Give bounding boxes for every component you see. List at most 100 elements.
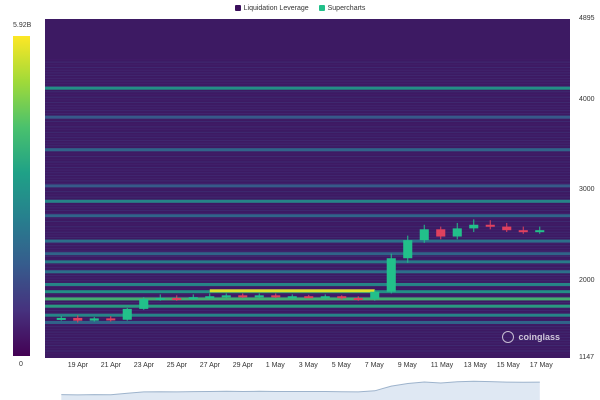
- heat-texture-line: [45, 204, 570, 206]
- heat-band: [45, 148, 570, 152]
- heat-texture-line: [45, 158, 570, 160]
- heat-band: [45, 282, 570, 286]
- heat-texture-line: [45, 223, 570, 225]
- legend-label-supercharts: Supercharts: [327, 4, 366, 12]
- candle-body: [172, 298, 182, 301]
- heat-band: [45, 304, 570, 308]
- heat-texture-line: [45, 126, 570, 128]
- heat-texture-line: [45, 234, 570, 236]
- candle-body: [155, 298, 165, 301]
- candle-body: [238, 295, 248, 298]
- candle-body: [403, 240, 413, 259]
- heat-texture-line: [45, 307, 570, 309]
- watermark-text: coinglass: [518, 332, 560, 342]
- heat-texture-line: [45, 245, 570, 247]
- candle-body: [502, 226, 512, 231]
- x-tick-label: 5 May: [331, 362, 351, 369]
- candle-body: [139, 298, 149, 309]
- heat-texture-line: [45, 59, 570, 60]
- candle-body: [205, 296, 215, 299]
- y-tick-label: 4000: [579, 95, 595, 103]
- heat-texture-line: [45, 110, 570, 112]
- heat-band: [45, 320, 570, 324]
- heat-texture-line: [45, 353, 570, 355]
- x-tick-label: 27 Apr: [199, 362, 220, 369]
- candle-body: [304, 296, 314, 299]
- watermark: coinglass: [502, 331, 560, 343]
- heat-texture-line: [45, 248, 570, 249]
- heat-texture-line: [45, 226, 570, 228]
- heat-texture-line: [45, 250, 570, 252]
- heat-texture-line: [45, 167, 570, 168]
- heat-texture-line: [45, 218, 570, 220]
- navigator-area: [61, 381, 540, 400]
- legend-swatch-liquidation-leverage: [234, 5, 241, 11]
- heat-band: [45, 214, 570, 218]
- candle-body: [337, 296, 347, 299]
- heat-texture-line: [45, 188, 570, 190]
- heatmap-plot-area: [45, 19, 570, 358]
- candle-body: [320, 296, 330, 299]
- heat-texture-line: [45, 129, 570, 130]
- heat-texture-line: [45, 277, 570, 279]
- candle-body: [106, 318, 116, 321]
- candle-body: [436, 229, 446, 237]
- x-tick-label: 1 May: [265, 362, 285, 369]
- heat-texture-line: [45, 72, 570, 74]
- candle-body: [122, 308, 132, 320]
- heat-texture-line: [45, 269, 570, 271]
- heat-texture-line: [45, 318, 570, 319]
- colorbar-min-label: 0: [19, 361, 23, 368]
- heat-texture-line: [45, 161, 570, 163]
- candle-body: [89, 318, 99, 321]
- heat-band: [45, 199, 570, 203]
- heat-hot-segment: [209, 289, 375, 293]
- heat-texture-line: [45, 339, 570, 341]
- heat-texture-line: [45, 150, 570, 152]
- heat-band: [45, 252, 570, 256]
- heat-band: [45, 260, 570, 264]
- heat-texture-line: [45, 142, 570, 144]
- heat-texture-line: [45, 169, 570, 171]
- candle-body: [518, 230, 528, 233]
- heat-texture-line: [45, 153, 570, 155]
- heat-texture-line: [45, 134, 570, 136]
- candle-body: [221, 295, 231, 298]
- heat-texture-line: [45, 310, 570, 311]
- heat-texture-line: [45, 61, 570, 63]
- heat-texture-line: [45, 326, 570, 328]
- heat-texture-line: [45, 347, 570, 349]
- heat-texture-line: [45, 350, 570, 352]
- heat-texture-line: [45, 210, 570, 211]
- x-tick-label: 17 May: [529, 362, 553, 369]
- y-tick-label: 1147: [579, 354, 595, 361]
- heat-texture-line: [45, 191, 570, 193]
- legend-item-liquidation-leverage[interactable]: Liquidation Leverage: [234, 2, 309, 14]
- heat-texture-line: [45, 177, 570, 179]
- heat-texture-line: [45, 264, 570, 265]
- x-tick-label: 19 Apr: [67, 362, 88, 369]
- y-tick-label: 3000: [579, 186, 595, 194]
- x-tick-label: 11 May: [430, 362, 454, 369]
- heat-texture-line: [45, 175, 570, 176]
- heat-texture-line: [45, 172, 570, 174]
- heat-texture-line: [45, 334, 570, 336]
- legend-item-supercharts[interactable]: Supercharts: [318, 2, 366, 14]
- legend-swatch-supercharts: [318, 5, 325, 11]
- heat-texture-line: [45, 302, 570, 303]
- range-navigator[interactable]: [45, 375, 570, 400]
- heat-texture-line: [45, 275, 570, 276]
- heat-texture-line: [45, 221, 570, 222]
- heat-texture-line: [45, 164, 570, 166]
- heat-texture-line: [45, 323, 570, 325]
- heat-texture-line: [45, 80, 570, 82]
- x-tick-label: 25 Apr: [166, 362, 187, 369]
- heat-texture-line: [45, 231, 570, 233]
- heat-band: [45, 270, 570, 274]
- heat-texture-line: [45, 329, 570, 330]
- legend-label-liquidation-leverage: Liquidation Leverage: [243, 4, 309, 12]
- heat-band: [45, 86, 570, 90]
- heat-texture-line: [45, 77, 570, 79]
- candle-body: [469, 224, 479, 229]
- candle-body: [73, 317, 83, 321]
